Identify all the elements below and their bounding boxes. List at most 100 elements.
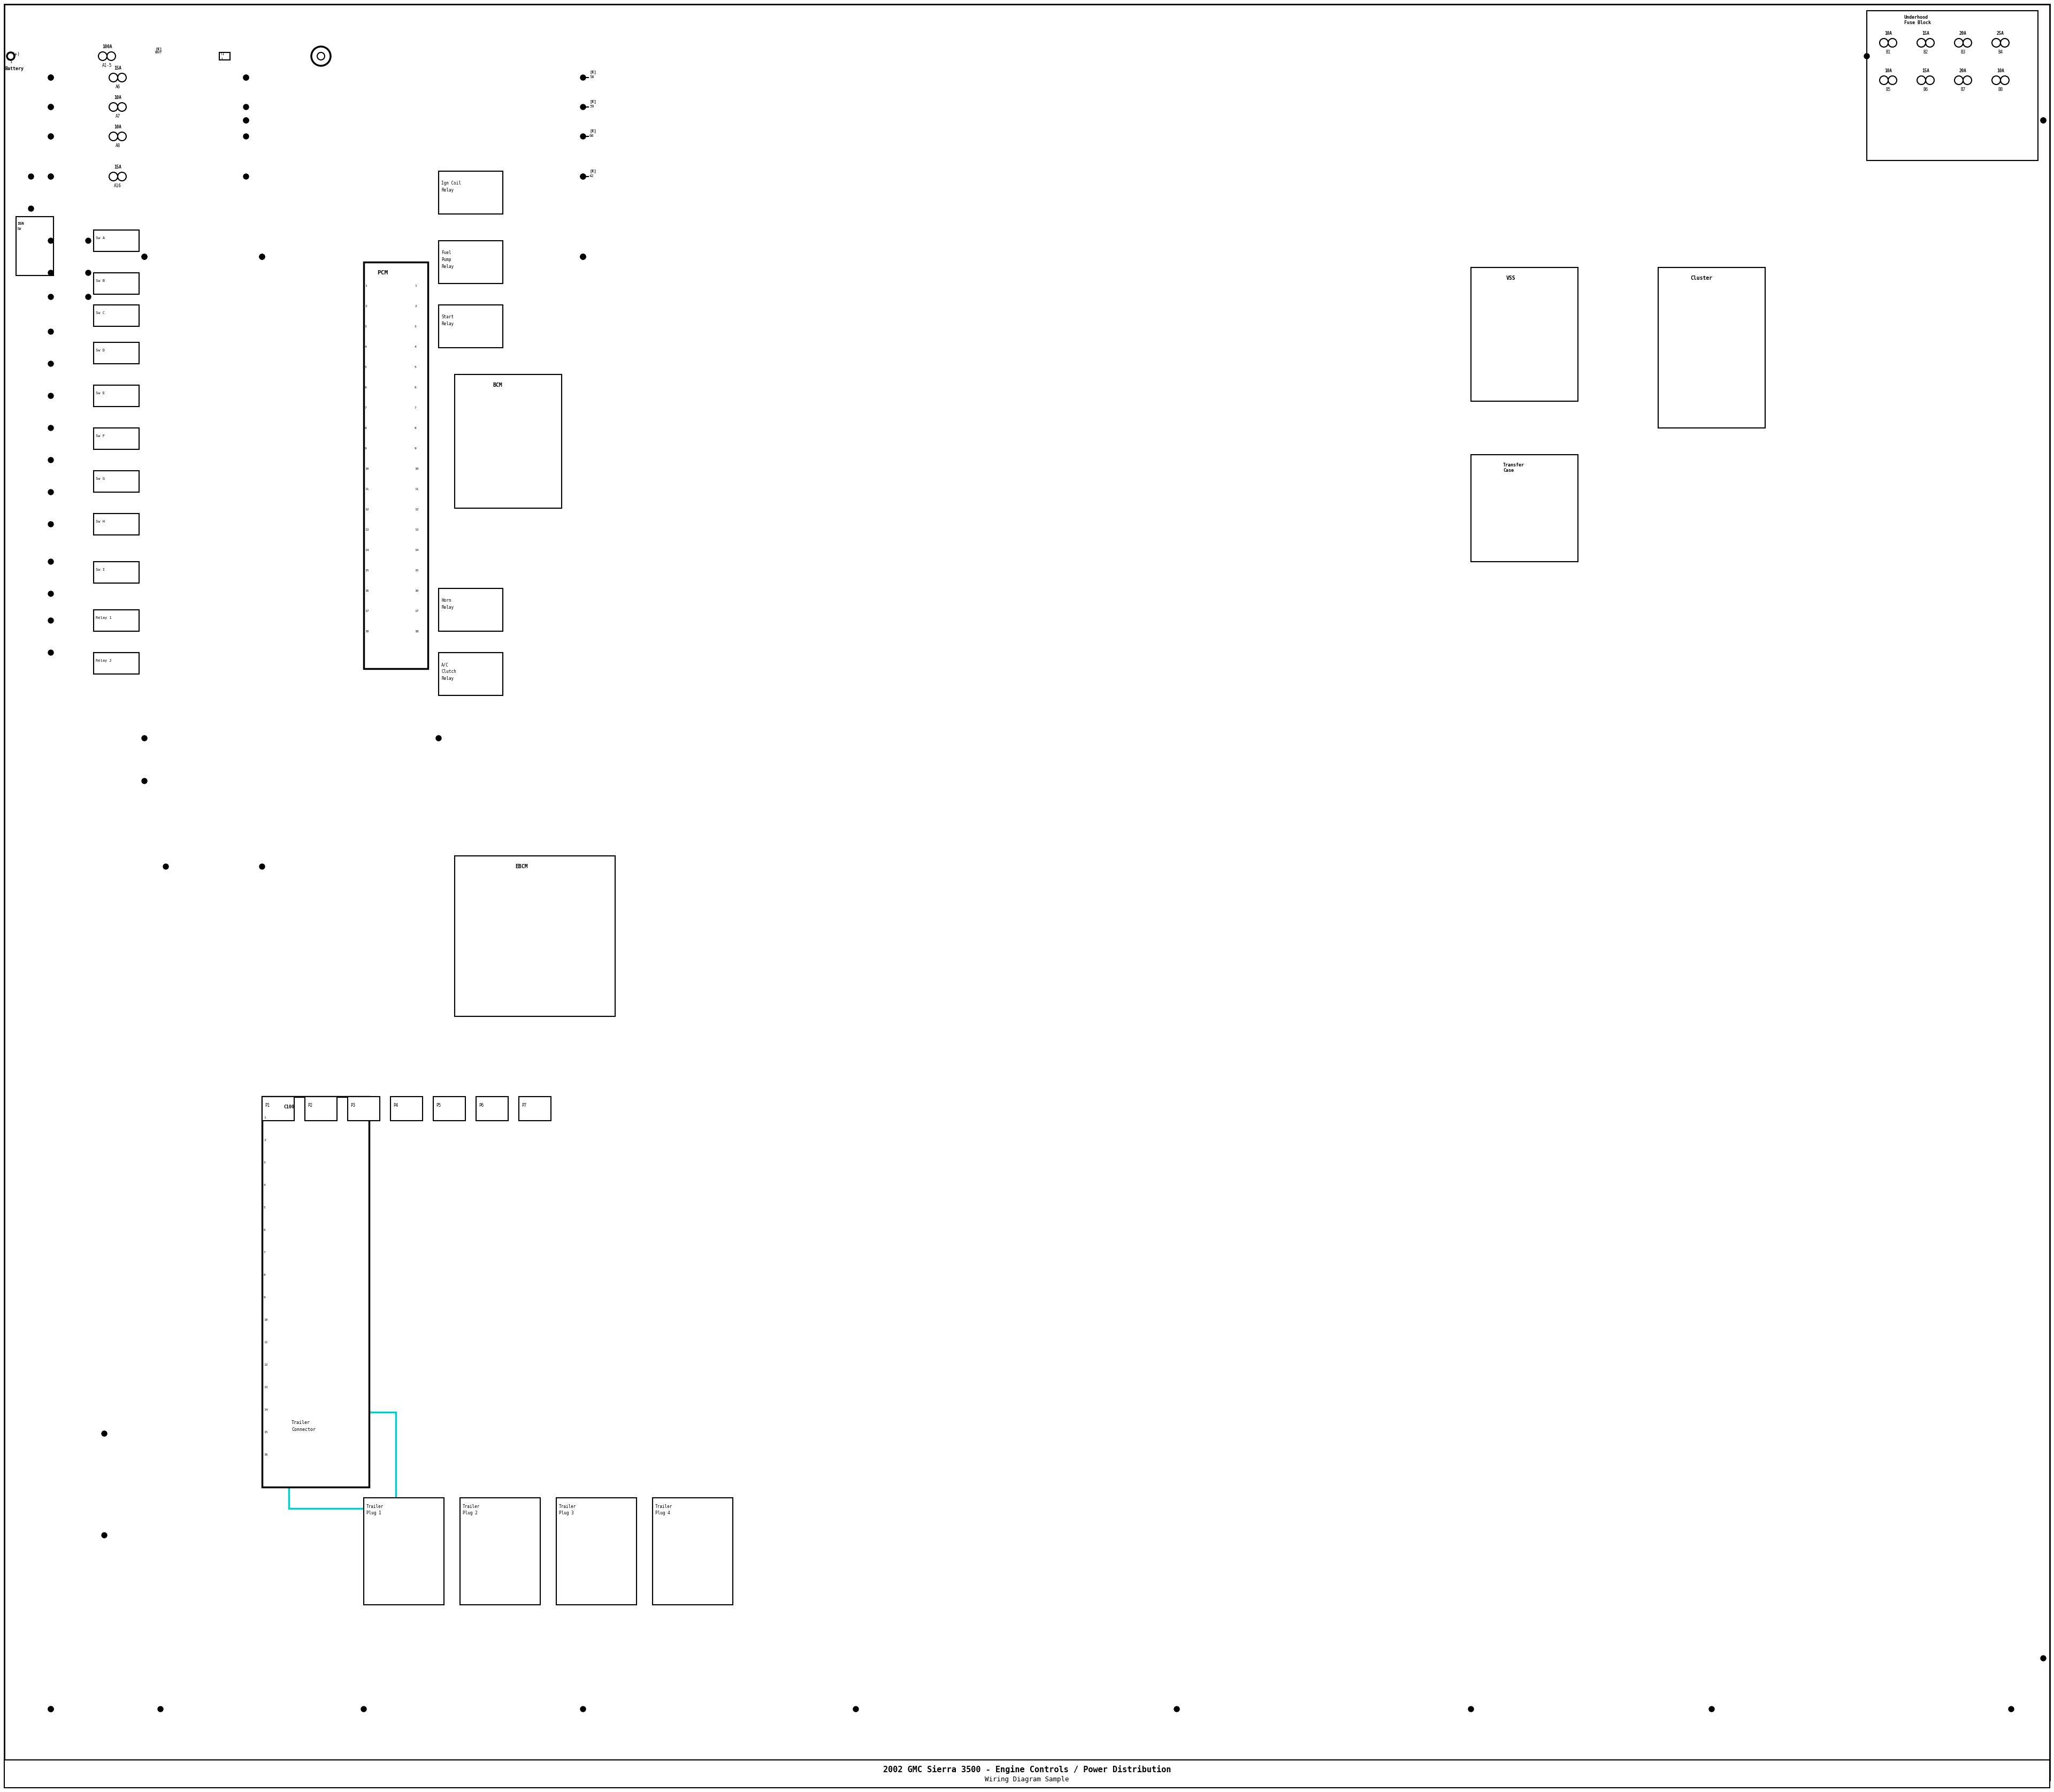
Circle shape xyxy=(242,134,249,140)
Bar xyxy=(263,1097,370,1487)
Text: Sw I: Sw I xyxy=(97,568,105,572)
Circle shape xyxy=(47,75,53,81)
Text: Sw C: Sw C xyxy=(97,312,105,315)
Circle shape xyxy=(581,174,585,179)
Circle shape xyxy=(581,254,585,260)
Text: 10A: 10A xyxy=(113,125,121,129)
Bar xyxy=(4,1760,2050,1788)
Text: 42: 42 xyxy=(589,174,594,177)
Text: Horn: Horn xyxy=(442,599,452,602)
Circle shape xyxy=(435,735,442,740)
Bar xyxy=(94,471,140,493)
Circle shape xyxy=(47,392,53,398)
Text: Sw G: Sw G xyxy=(97,477,105,480)
Circle shape xyxy=(47,559,53,564)
Circle shape xyxy=(47,104,53,109)
Bar xyxy=(1867,11,2038,161)
Text: 10A: 10A xyxy=(1996,68,2005,73)
Text: Plug 2: Plug 2 xyxy=(462,1511,477,1516)
Bar xyxy=(94,229,140,251)
Circle shape xyxy=(581,174,585,179)
Text: EBCM: EBCM xyxy=(516,864,528,869)
Bar xyxy=(1658,267,1764,428)
Text: [E]: [E] xyxy=(589,129,596,133)
Circle shape xyxy=(29,174,33,179)
Bar xyxy=(440,305,503,348)
Bar xyxy=(454,857,614,1016)
Text: WHT: WHT xyxy=(156,50,162,54)
Text: A/C: A/C xyxy=(442,663,448,667)
Circle shape xyxy=(259,254,265,260)
Text: Plug 3: Plug 3 xyxy=(559,1511,573,1516)
Bar xyxy=(454,375,561,509)
Bar xyxy=(290,1412,396,1509)
Text: Sw B: Sw B xyxy=(97,280,105,283)
Text: 13: 13 xyxy=(263,1385,267,1389)
Circle shape xyxy=(852,1706,859,1711)
Bar xyxy=(16,217,53,276)
Bar xyxy=(440,652,503,695)
Circle shape xyxy=(259,864,265,869)
Circle shape xyxy=(158,1706,162,1711)
Circle shape xyxy=(581,1706,585,1711)
Bar xyxy=(477,1097,507,1120)
Text: [E]: [E] xyxy=(589,168,596,172)
Text: Clutch: Clutch xyxy=(442,668,456,674)
Text: Fuse Block: Fuse Block xyxy=(1904,20,1931,25)
Text: 59: 59 xyxy=(589,106,594,108)
Circle shape xyxy=(2040,1656,2046,1661)
Bar xyxy=(94,305,140,326)
Bar xyxy=(304,1097,337,1120)
Circle shape xyxy=(47,1706,53,1711)
Text: 15A: 15A xyxy=(1923,30,1929,36)
Bar xyxy=(347,1097,380,1120)
Text: A1-5: A1-5 xyxy=(103,63,111,68)
Text: Relay: Relay xyxy=(442,188,454,192)
Circle shape xyxy=(362,1706,366,1711)
Text: 10A: 10A xyxy=(1884,68,1892,73)
Text: Trailer: Trailer xyxy=(292,1421,310,1425)
Text: Transfer
Case: Transfer Case xyxy=(1504,462,1524,473)
Circle shape xyxy=(1469,1706,1473,1711)
Text: Pump: Pump xyxy=(442,258,452,262)
Bar xyxy=(94,514,140,536)
Text: 100A: 100A xyxy=(103,45,111,48)
Text: Sw H: Sw H xyxy=(97,520,105,523)
Circle shape xyxy=(242,118,249,124)
Text: Relay 2: Relay 2 xyxy=(97,659,111,663)
Bar xyxy=(263,1097,294,1120)
Circle shape xyxy=(86,238,90,244)
Bar xyxy=(440,588,503,631)
Text: 11: 11 xyxy=(263,1340,267,1344)
Text: 10: 10 xyxy=(366,468,370,470)
Bar xyxy=(94,385,140,407)
Text: Relay: Relay xyxy=(442,676,454,681)
Text: 13: 13 xyxy=(366,529,370,530)
Text: 12: 12 xyxy=(415,509,419,511)
Text: Cluster: Cluster xyxy=(1690,276,1713,281)
Text: [E]: [E] xyxy=(156,47,162,50)
Circle shape xyxy=(29,206,33,211)
Text: 1: 1 xyxy=(220,57,222,61)
Circle shape xyxy=(2040,118,2046,124)
Text: IGN: IGN xyxy=(16,222,25,226)
Text: 15: 15 xyxy=(415,570,419,572)
Text: 15A: 15A xyxy=(113,165,121,170)
Bar xyxy=(94,342,140,364)
Circle shape xyxy=(242,174,249,179)
Text: Trailer: Trailer xyxy=(366,1503,384,1509)
Bar xyxy=(94,561,140,582)
Text: 10: 10 xyxy=(263,1319,267,1321)
Text: Ign Coil: Ign Coil xyxy=(442,181,460,186)
Text: 14: 14 xyxy=(263,1409,267,1410)
Text: PCM: PCM xyxy=(378,271,388,276)
Circle shape xyxy=(581,254,585,260)
Circle shape xyxy=(581,134,585,140)
Circle shape xyxy=(47,104,53,109)
Circle shape xyxy=(47,238,53,244)
Circle shape xyxy=(47,457,53,462)
Text: 10: 10 xyxy=(415,468,419,470)
Text: B5: B5 xyxy=(1886,88,1890,91)
Text: 11: 11 xyxy=(366,487,370,491)
Text: 25A: 25A xyxy=(1996,30,2005,36)
